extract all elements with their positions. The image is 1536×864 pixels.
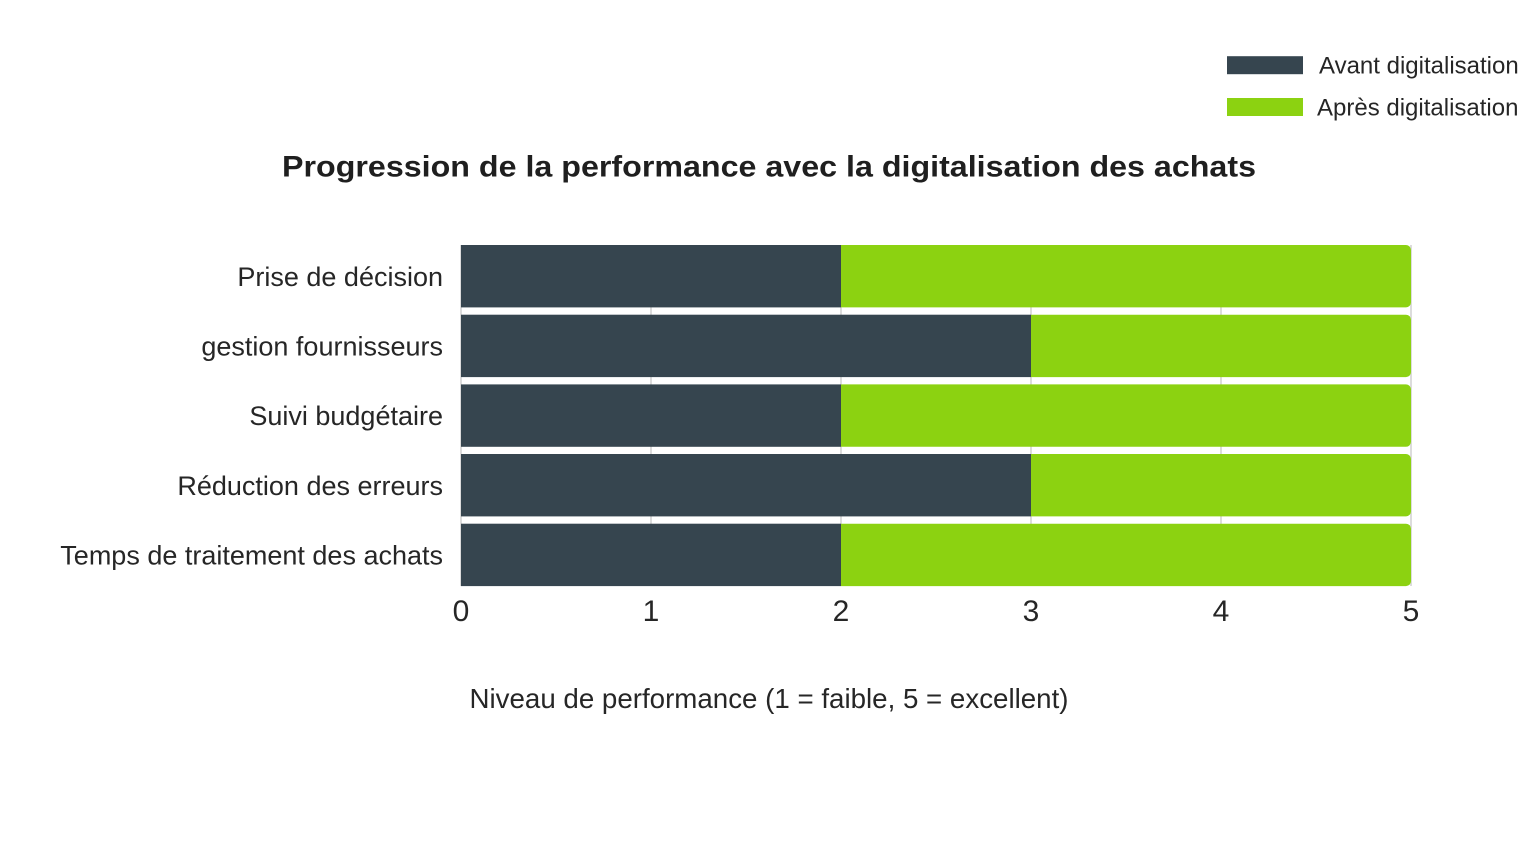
svg-text:Progression de la performance: Progression de la performance avec la di…	[282, 151, 1256, 184]
svg-text:4: 4	[1213, 595, 1230, 628]
svg-text:Temps de traitement des achats: Temps de traitement des achats	[60, 541, 443, 571]
svg-text:Réduction des erreurs: Réduction des erreurs	[177, 471, 443, 501]
svg-text:Avant digitalisation: Avant digitalisation	[1319, 53, 1519, 80]
svg-text:0: 0	[453, 595, 470, 628]
svg-text:3: 3	[1023, 595, 1040, 628]
svg-text:2: 2	[833, 595, 850, 628]
svg-text:5: 5	[1403, 595, 1420, 628]
svg-text:Après digitalisation: Après digitalisation	[1317, 94, 1518, 121]
svg-text:gestion fournisseurs: gestion fournisseurs	[201, 332, 443, 362]
svg-text:1: 1	[643, 595, 660, 628]
svg-text:Suivi budgétaire: Suivi budgétaire	[249, 401, 443, 431]
svg-text:Prise de décision: Prise de décision	[237, 262, 443, 292]
svg-text:Niveau de performance (1 = fai: Niveau de performance (1 = faible, 5 = e…	[470, 683, 1069, 714]
